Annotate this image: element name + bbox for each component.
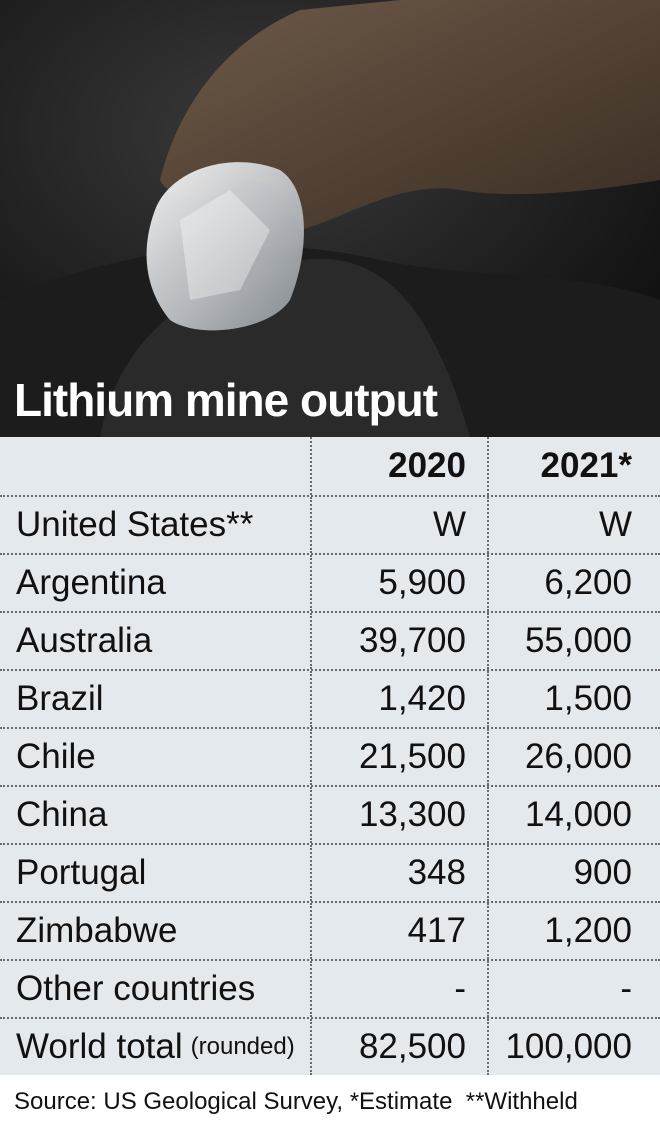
header-row: 2020 2021*	[0, 437, 660, 495]
value-cell: W	[487, 497, 660, 553]
row-label: Australia	[16, 621, 153, 660]
value-cell: 26,000	[487, 729, 660, 785]
row-label-cell: United States**	[0, 497, 310, 553]
table-row: Argentina 5,900 6,200	[0, 553, 660, 611]
table-row: United States** W W	[0, 495, 660, 553]
value-cell: -	[310, 961, 487, 1017]
value-cell: 55,000	[487, 613, 660, 669]
row-label-cell: China	[0, 787, 310, 843]
row-label-cell: Portugal	[0, 845, 310, 901]
row-label: Chile	[16, 737, 96, 776]
table: 2020 2021* United States** W W Argentina 5,900…	[0, 437, 660, 1075]
table-row: China 13,300 14,000	[0, 785, 660, 843]
value-cell: 900	[487, 845, 660, 901]
row-label: United States**	[16, 505, 254, 544]
value-cell: 21,500	[310, 729, 487, 785]
value-cell: 82,500	[310, 1019, 487, 1075]
table-row: Portugal 348 900	[0, 843, 660, 901]
row-label: World total	[16, 1027, 183, 1066]
row-label-cell: Australia	[0, 613, 310, 669]
table-row: Other countries - -	[0, 959, 660, 1017]
row-label: Brazil	[16, 679, 104, 718]
value-cell: 100,000	[487, 1019, 660, 1075]
row-label: Zimbabwe	[16, 911, 178, 950]
row-label: Other countries	[16, 969, 256, 1008]
value-cell: 1,420	[310, 671, 487, 727]
header-cell	[0, 437, 310, 495]
table-row: Zimbabwe 417 1,200	[0, 901, 660, 959]
row-note: (rounded)	[190, 1033, 295, 1060]
value-cell: 348	[310, 845, 487, 901]
row-label: Argentina	[16, 563, 166, 602]
value-cell: 417	[310, 903, 487, 959]
value-cell: 6,200	[487, 555, 660, 611]
value-cell: 13,300	[310, 787, 487, 843]
value-cell: W	[310, 497, 487, 553]
row-label: Portugal	[16, 853, 147, 892]
value-cell: 14,000	[487, 787, 660, 843]
row-label-cell: Argentina	[0, 555, 310, 611]
table-row: World total (rounded) 82,500 100,000	[0, 1017, 660, 1075]
title: Lithium mine output	[14, 374, 438, 426]
column-header: 2020	[310, 437, 487, 495]
table-row: Brazil 1,420 1,500	[0, 669, 660, 727]
row-label-cell: World total (rounded)	[0, 1019, 310, 1075]
value-cell: 1,500	[487, 671, 660, 727]
row-label-cell: Chile	[0, 729, 310, 785]
photo: Lithium mine output	[0, 0, 660, 437]
column-header: 2021*	[487, 437, 660, 495]
table-row: Australia 39,700 55,000	[0, 611, 660, 669]
row-label-cell: Zimbabwe	[0, 903, 310, 959]
row-label-cell: Brazil	[0, 671, 310, 727]
row-label: China	[16, 795, 108, 834]
value-cell: -	[487, 961, 660, 1017]
value-cell: 1,200	[487, 903, 660, 959]
row-label-cell: Other countries	[0, 961, 310, 1017]
value-cell: 5,900	[310, 555, 487, 611]
value-cell: 39,700	[310, 613, 487, 669]
table-row: Chile 21,500 26,000	[0, 727, 660, 785]
footer: Source: US Geological Survey, *Estimate …	[14, 1088, 578, 1115]
